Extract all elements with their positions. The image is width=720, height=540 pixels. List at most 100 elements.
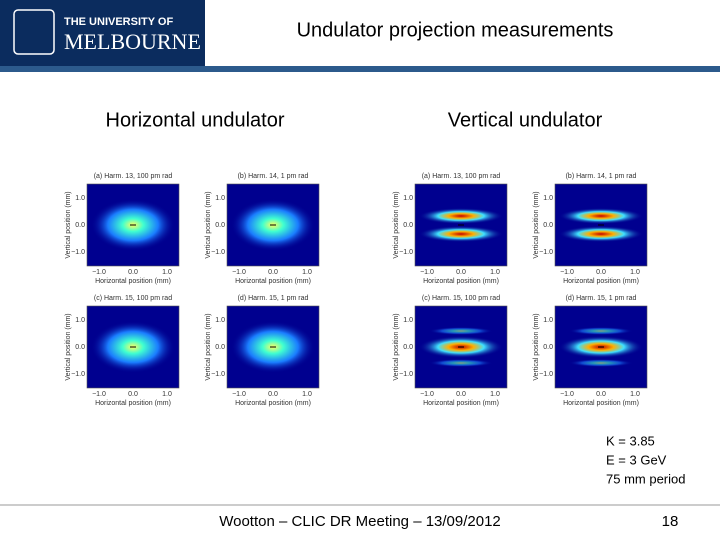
x-tick-label: 1.0 — [302, 269, 312, 276]
intensity — [559, 208, 643, 224]
x-tick-label: 0.0 — [596, 269, 606, 276]
y-tick-label: −1.0 — [211, 371, 225, 378]
plot-frame — [554, 183, 648, 267]
x-tick-label: 0.0 — [128, 391, 138, 398]
x-tick-label: 0.0 — [596, 391, 606, 398]
plot-title: (d) Harm. 15, 1 pm rad — [238, 295, 309, 302]
plot-title: (b) Harm. 14, 1 pm rad — [566, 173, 637, 180]
slide-title: Undulator projection measurements — [297, 19, 614, 41]
x-tick-label: 1.0 — [162, 391, 172, 398]
y-axis-label: Vertical position (mm) — [205, 313, 212, 380]
x-axis-label: Horizontal position (mm) — [423, 400, 499, 407]
y-tick-label: 1.0 — [215, 195, 225, 202]
parameter: E = 3 GeV — [606, 452, 667, 467]
y-tick-label: 0.0 — [75, 222, 85, 229]
x-axis-label: Horizontal position (mm) — [235, 400, 311, 407]
x-tick-label: 0.0 — [268, 269, 278, 276]
page-number: 18 — [662, 513, 679, 530]
y-axis-label: Vertical position (mm) — [533, 191, 540, 258]
y-tick-label: 1.0 — [403, 195, 413, 202]
x-tick-label: 1.0 — [630, 269, 640, 276]
x-tick-label: 0.0 — [456, 391, 466, 398]
logo-crest — [13, 9, 55, 55]
plot-frame — [554, 305, 648, 389]
plot-title: (a) Harm. 13, 100 pm rad — [422, 173, 501, 180]
logo-line1: THE UNIVERSITY OF — [64, 16, 173, 28]
x-tick-label: −1.0 — [420, 269, 434, 276]
y-axis-label: Vertical position (mm) — [393, 313, 400, 380]
y-axis-label: Vertical position (mm) — [393, 191, 400, 258]
x-axis-label: Horizontal position (mm) — [95, 278, 171, 285]
parameter: K = 3.85 — [606, 433, 655, 448]
x-tick-label: −1.0 — [232, 269, 246, 276]
parameter: 75 mm period — [606, 471, 685, 486]
intensity — [429, 327, 493, 335]
intensity — [569, 327, 633, 335]
y-tick-label: −1.0 — [71, 249, 85, 256]
x-tick-label: 1.0 — [490, 269, 500, 276]
y-tick-label: −1.0 — [211, 249, 225, 256]
intensity — [419, 208, 503, 224]
x-axis-label: Horizontal position (mm) — [563, 400, 639, 407]
y-axis-label: Vertical position (mm) — [65, 191, 72, 258]
x-tick-label: −1.0 — [420, 391, 434, 398]
x-tick-label: 1.0 — [490, 391, 500, 398]
y-tick-label: −1.0 — [539, 371, 553, 378]
intensity — [419, 226, 503, 242]
x-axis-label: Horizontal position (mm) — [235, 278, 311, 285]
y-tick-label: 0.0 — [403, 344, 413, 351]
panel-heading: Horizontal undulator — [106, 109, 285, 131]
y-tick-label: −1.0 — [539, 249, 553, 256]
logo-block — [0, 0, 205, 66]
y-axis-label: Vertical position (mm) — [205, 191, 212, 258]
x-tick-label: 1.0 — [302, 391, 312, 398]
y-tick-label: 1.0 — [215, 317, 225, 324]
plot-title: (a) Harm. 13, 100 pm rad — [94, 173, 173, 180]
y-tick-label: 0.0 — [543, 222, 553, 229]
y-tick-label: 1.0 — [75, 195, 85, 202]
x-tick-label: −1.0 — [232, 391, 246, 398]
plots: (a) Harm. 13, 100 pm rad −1.0 0.0 1.0 1.0 0.0… — [65, 173, 648, 407]
plot-title: (d) Harm. 15, 1 pm rad — [566, 295, 637, 302]
plot-frame — [414, 183, 508, 267]
plot-frame — [86, 305, 180, 389]
intensity — [559, 226, 643, 242]
plot-title: (c) Harm. 15, 100 pm rad — [94, 295, 172, 302]
x-tick-label: 0.0 — [128, 269, 138, 276]
y-axis-label: Vertical position (mm) — [533, 313, 540, 380]
y-tick-label: 1.0 — [75, 317, 85, 324]
x-axis-label: Horizontal position (mm) — [423, 278, 499, 285]
x-axis-label: Horizontal position (mm) — [95, 400, 171, 407]
footer-text: Wootton – CLIC DR Meeting – 13/09/2012 — [219, 513, 501, 530]
logo-line2: MELBOURNE — [64, 29, 201, 54]
y-axis-label: Vertical position (mm) — [65, 313, 72, 380]
plot-frame — [414, 305, 508, 389]
y-tick-label: −1.0 — [399, 371, 413, 378]
y-tick-label: 0.0 — [215, 222, 225, 229]
y-tick-label: 0.0 — [75, 344, 85, 351]
y-tick-label: 0.0 — [215, 344, 225, 351]
y-tick-label: 1.0 — [543, 195, 553, 202]
intensity — [569, 359, 633, 367]
x-tick-label: −1.0 — [560, 391, 574, 398]
plot-frame — [226, 305, 320, 389]
y-tick-label: 1.0 — [543, 317, 553, 324]
plot-title: (c) Harm. 15, 100 pm rad — [422, 295, 500, 302]
x-tick-label: −1.0 — [92, 269, 106, 276]
y-tick-label: 0.0 — [543, 344, 553, 351]
plot-title: (b) Harm. 14, 1 pm rad — [238, 173, 309, 180]
x-tick-label: 0.0 — [456, 269, 466, 276]
x-tick-label: 1.0 — [630, 391, 640, 398]
y-tick-label: −1.0 — [71, 371, 85, 378]
y-tick-label: 1.0 — [403, 317, 413, 324]
x-tick-label: −1.0 — [92, 391, 106, 398]
panel-heading: Vertical undulator — [448, 109, 603, 131]
x-tick-label: 0.0 — [268, 391, 278, 398]
x-tick-label: 1.0 — [162, 269, 172, 276]
intensity — [429, 359, 493, 367]
header-bar — [0, 66, 720, 72]
plot-frame — [86, 183, 180, 267]
plot-frame — [226, 183, 320, 267]
y-tick-label: −1.0 — [399, 249, 413, 256]
